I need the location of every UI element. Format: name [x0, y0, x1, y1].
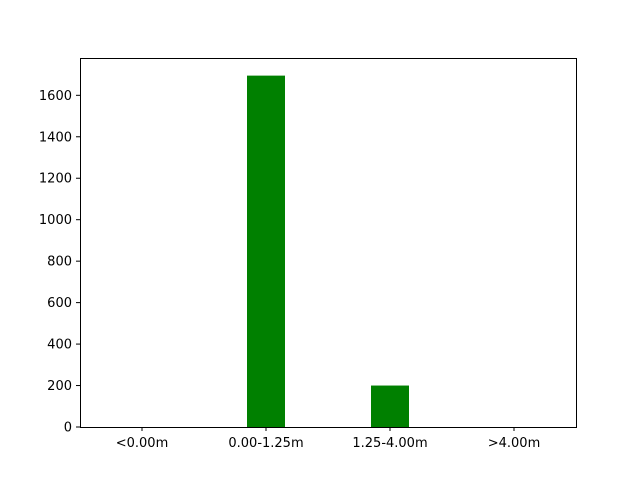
plot-frame: [80, 58, 577, 428]
y-tick-label-5: 1000: [39, 213, 72, 228]
bar-1: [247, 75, 285, 427]
x-axis-ticks: <0.00m 0.00-1.25m 1.25-4.00m >4.00m: [116, 427, 541, 451]
x-tick-label-3: >4.00m: [488, 436, 541, 451]
y-tick-label-1: 200: [47, 379, 72, 394]
y-tick-label-8: 1600: [39, 89, 72, 104]
x-tick-label-0: <0.00m: [116, 436, 169, 451]
bars-group: [247, 75, 409, 427]
x-tick-label-1: 0.00-1.25m: [228, 436, 303, 451]
y-tick-label-2: 400: [47, 338, 72, 353]
y-tick-label-0: 0: [64, 421, 72, 436]
y-tick-label-6: 1200: [39, 172, 72, 187]
y-tick-label-4: 800: [47, 255, 72, 270]
y-axis-ticks: 0 200 400 600 800 1000 1200 1400 1600: [39, 89, 80, 436]
y-tick-label-7: 1400: [39, 130, 72, 145]
y-tick-label-3: 600: [47, 296, 72, 311]
bar-2: [371, 385, 409, 427]
x-tick-label-2: 1.25-4.00m: [352, 436, 427, 451]
